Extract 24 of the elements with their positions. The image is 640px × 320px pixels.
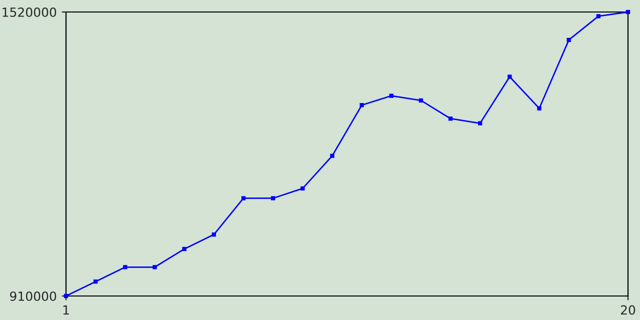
y-tick-label: 1520000 [2, 7, 56, 17]
point [182, 246, 186, 252]
point [448, 116, 453, 121]
point [64, 294, 68, 298]
point [389, 94, 394, 98]
point [478, 121, 482, 126]
point [270, 196, 276, 200]
point [330, 154, 334, 158]
point [418, 98, 424, 103]
point [212, 232, 216, 237]
x-tick-label: 1 [63, 305, 69, 315]
x-tick-label: 20 [620, 305, 636, 315]
point [360, 103, 364, 108]
point [566, 38, 571, 42]
point [626, 10, 630, 14]
y-tick-label: 910000 [10, 291, 56, 301]
point [596, 14, 601, 18]
point [93, 279, 98, 284]
point [152, 265, 157, 270]
point [300, 186, 305, 191]
point [537, 106, 542, 110]
point [241, 196, 246, 200]
point [508, 74, 512, 79]
point [123, 265, 128, 270]
